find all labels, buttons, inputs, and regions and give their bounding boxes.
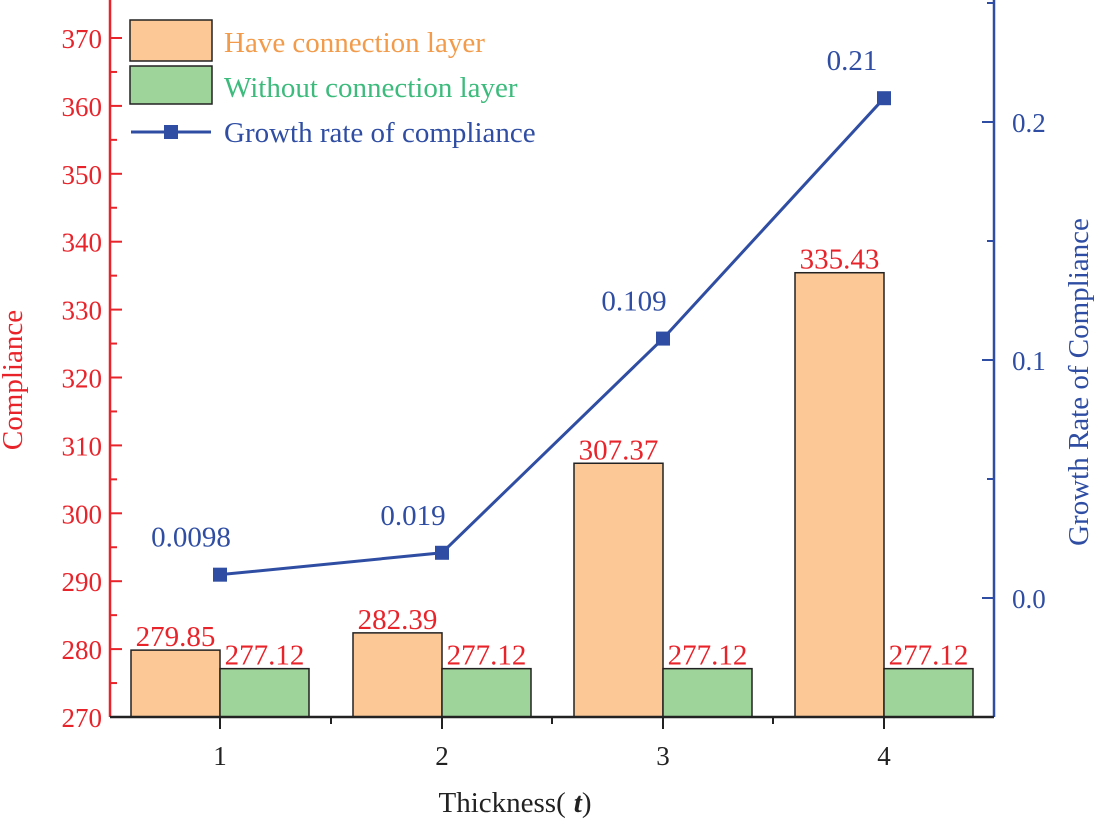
x-tick-label-2: 2 (435, 741, 449, 771)
data-label-without-4: 277.12 (889, 640, 969, 672)
y-tick-label-280: 280 (62, 635, 103, 665)
x-tick-label-1: 1 (213, 741, 227, 771)
x-tick-label-4: 4 (877, 741, 891, 771)
x-axis-title-var: t (574, 787, 583, 819)
legend-swatch-have (129, 19, 213, 62)
bar-have-3 (573, 462, 664, 718)
bar-without-1 (219, 667, 310, 718)
axes-group: 2702802903003103203303403503603700.00.10… (62, 0, 1046, 771)
y2-tick-label-0.0: 0.0 (1012, 584, 1046, 614)
x-axis-title-close: ) (582, 787, 592, 819)
data-label-have-4: 335.43 (800, 244, 880, 276)
data-label-without-3: 277.12 (668, 640, 748, 672)
y-axis-title: Compliance (0, 310, 29, 450)
y-tick-label-300: 300 (62, 499, 103, 529)
y-tick-label-270: 270 (62, 703, 103, 733)
y-tick-label-330: 330 (62, 296, 103, 326)
bar-without-4 (883, 667, 974, 718)
legend-label-have: Have connection layer (224, 27, 485, 59)
legend-label-without: Without connection layer (224, 72, 518, 104)
growth-label-1: 0.0098 (151, 522, 231, 554)
growth-point-4 (877, 91, 891, 106)
data-label-have-3: 307.37 (579, 434, 659, 466)
growth-line (219, 97, 886, 577)
bar-have-1 (130, 649, 221, 718)
y-tick-label-310: 310 (62, 431, 103, 461)
y2-tick-label-0.1: 0.1 (1012, 346, 1046, 376)
y2-tick-label-0.2: 0.2 (1012, 108, 1046, 138)
y-tick-label-320: 320 (62, 364, 103, 394)
growth-point-2 (435, 545, 449, 560)
growth-label-3: 0.109 (601, 286, 666, 318)
y2-axis-title: Growth Rate of Compliance (1063, 218, 1095, 546)
y-tick-label-360: 360 (62, 92, 103, 122)
y-tick-label-350: 350 (62, 160, 103, 190)
y-tick-label-290: 290 (62, 567, 103, 597)
legend: Have connection layer Without connection… (129, 19, 536, 149)
growth-point-3 (656, 331, 670, 346)
data-label-have-1: 279.85 (136, 621, 216, 653)
data-label-without-2: 277.12 (447, 640, 527, 672)
growth-point-1 (213, 567, 227, 582)
x-tick-label-3: 3 (656, 741, 670, 771)
growth-label-4: 0.21 (827, 45, 878, 77)
growth-line-group (213, 91, 891, 582)
y-tick-label-340: 340 (62, 228, 103, 258)
bars-group (130, 271, 974, 718)
bar-have-4 (794, 271, 885, 718)
legend-marker-growth (164, 125, 178, 139)
legend-label-growth: Growth rate of compliance (224, 117, 536, 149)
x-axis-title-text: Thickness( (439, 787, 566, 819)
legend-swatch-without (129, 65, 213, 105)
growth-label-2: 0.019 (380, 500, 445, 532)
data-labels-group: 279.85 277.12 282.39 277.12 307.37 277.12 335.… (136, 45, 969, 671)
x-axis-title: Thickness(t) (439, 787, 592, 819)
data-label-without-1: 277.12 (225, 640, 305, 672)
bar-have-2 (352, 632, 443, 718)
y-tick-label-370: 370 (62, 24, 103, 54)
data-label-have-2: 282.39 (358, 604, 438, 636)
bar-without-2 (441, 667, 532, 718)
bar-without-3 (662, 667, 753, 718)
